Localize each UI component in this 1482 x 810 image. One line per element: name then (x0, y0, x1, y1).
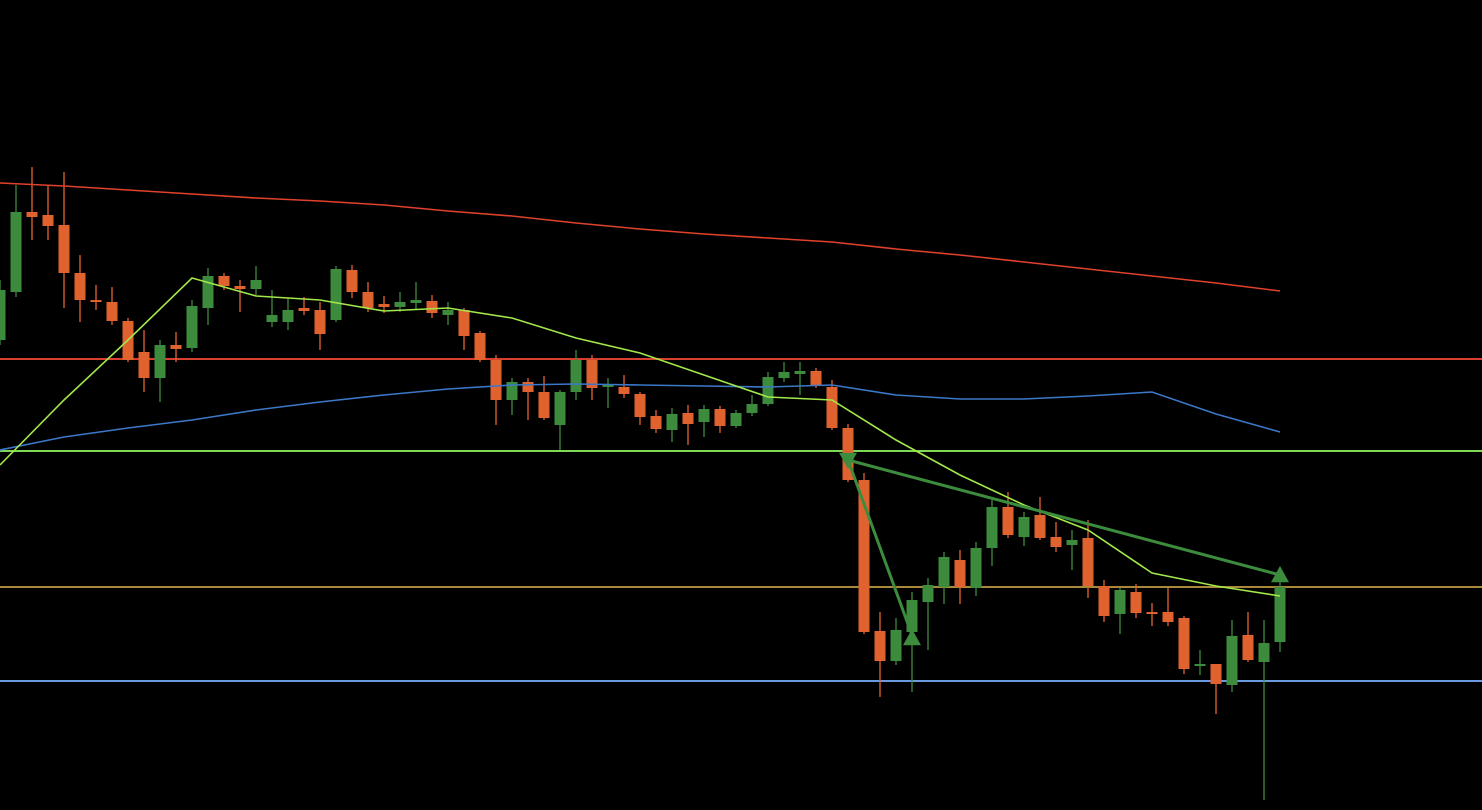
candle-body (170, 345, 182, 349)
candle-body (362, 292, 374, 308)
signal-marker-up (1271, 566, 1289, 583)
candle-body (26, 212, 38, 217)
candle-body (778, 372, 790, 378)
candle-body (586, 360, 598, 388)
candle-body (618, 387, 630, 394)
candle-body (1194, 664, 1206, 666)
candle-body (186, 306, 198, 348)
candle-body (474, 333, 486, 360)
candle-body (986, 507, 998, 548)
candle-body (10, 212, 22, 292)
candle-body (1114, 590, 1126, 614)
candle-body (682, 413, 694, 424)
candle-body (378, 304, 390, 307)
candle-body (794, 371, 806, 374)
candle-body (730, 413, 742, 426)
candle-body (762, 377, 774, 404)
candle-body (42, 215, 54, 226)
candle-body (1210, 664, 1222, 684)
candle-body (154, 345, 166, 378)
candle-body (922, 585, 934, 602)
candle-body (954, 560, 966, 587)
candle-body (1130, 592, 1142, 613)
moving-average-line (0, 277, 1281, 597)
candle-body (138, 352, 150, 378)
candle-body (410, 300, 422, 303)
candle-body (634, 394, 646, 417)
candle-body (330, 269, 342, 320)
candle-body (714, 409, 726, 426)
candle-body (266, 315, 278, 322)
candle-body (570, 360, 582, 392)
trend-line (846, 459, 914, 636)
candle-body (1242, 635, 1254, 660)
candle-body (442, 310, 454, 315)
trend-line (847, 458, 1281, 577)
candle-body (218, 276, 230, 286)
candle-body (522, 382, 534, 392)
candle-body (1050, 537, 1062, 547)
candle-body (1226, 636, 1238, 685)
candle-body (698, 409, 710, 422)
candle-body (650, 416, 662, 429)
candle-body (602, 384, 614, 387)
candle-body (250, 280, 262, 289)
candle-body (282, 310, 294, 322)
candle-body (1162, 612, 1174, 622)
candle-body (1082, 538, 1094, 586)
candle-body (538, 392, 550, 418)
candle-body (1258, 643, 1270, 662)
candle-body (74, 273, 86, 300)
candle-body (858, 480, 870, 632)
candle-body (1002, 507, 1014, 535)
candle-body (490, 360, 502, 400)
candle-body (1146, 612, 1158, 614)
candle-body (874, 631, 886, 661)
candle-body (298, 308, 310, 311)
candle-body (506, 382, 518, 400)
candle-body (1034, 515, 1046, 538)
candle-body (426, 301, 438, 313)
signal-marker-down (839, 452, 857, 469)
moving-average-line (0, 182, 1281, 292)
candle-body (890, 630, 902, 661)
candle-body (1178, 618, 1190, 669)
candle-body (1098, 586, 1110, 616)
candle-body (106, 302, 118, 321)
candle-body (90, 300, 102, 302)
candle-body (554, 392, 566, 425)
candle-body (0, 290, 6, 340)
candle-body (810, 371, 822, 385)
candle-body (906, 600, 918, 632)
candle-body (1274, 587, 1286, 642)
signal-marker-up (903, 629, 921, 646)
candle-body (938, 557, 950, 587)
candle-body (58, 225, 70, 273)
candle-body (666, 414, 678, 430)
candle-body (234, 286, 246, 289)
candle-body (826, 387, 838, 428)
candle-body (458, 310, 470, 336)
candle-body (346, 270, 358, 292)
candle-body (394, 302, 406, 307)
candle-body (1018, 517, 1030, 537)
candle-body (970, 548, 982, 588)
moving-average-line (0, 383, 1281, 451)
candle-body (746, 404, 758, 413)
candle-body (202, 276, 214, 308)
candle-body (314, 310, 326, 334)
candle-body (1066, 540, 1078, 545)
